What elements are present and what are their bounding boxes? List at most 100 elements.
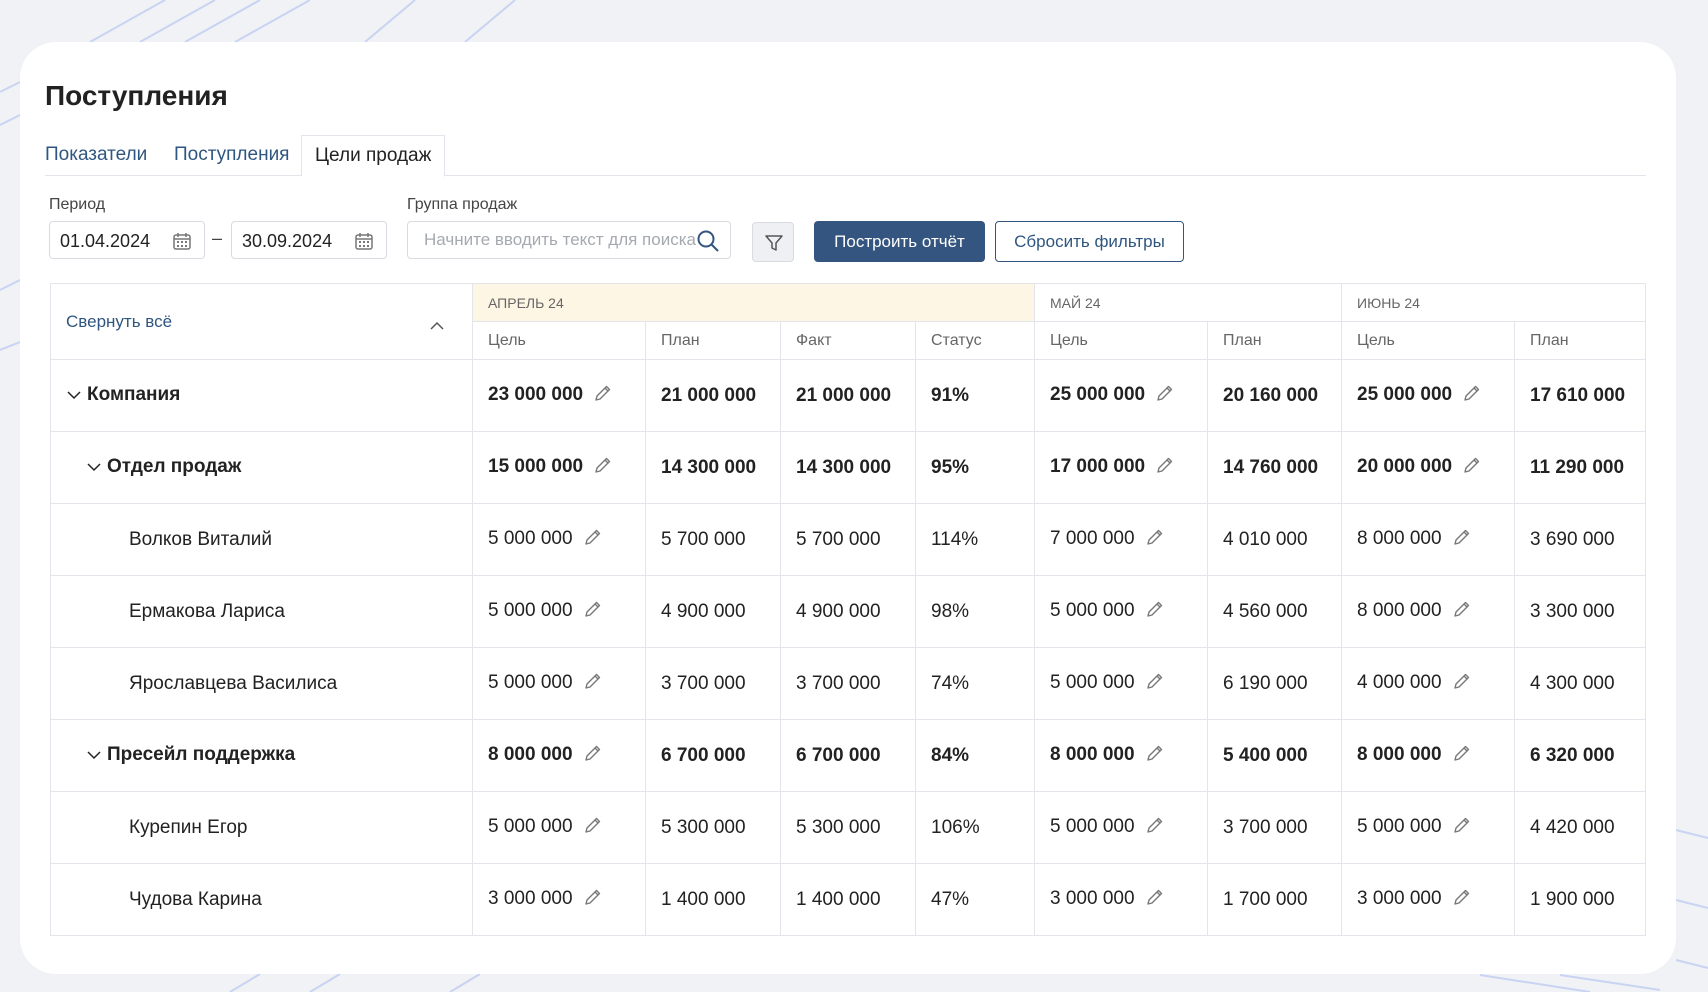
cell-value: 3 000 000 <box>1050 887 1135 909</box>
cell-value: 7 000 000 <box>1050 527 1135 549</box>
pencil-icon[interactable] <box>1145 743 1165 769</box>
pencil-icon[interactable] <box>583 671 603 697</box>
chevron-down-icon[interactable] <box>87 744 107 766</box>
cell-value: 1 400 000 <box>796 888 881 910</box>
reset-filters-button[interactable]: Сбросить фильтры <box>995 221 1184 262</box>
cell-value: 17 000 000 <box>1050 455 1146 477</box>
sales-group-search-input[interactable] <box>424 222 704 258</box>
cell-value: 5 000 000 <box>1357 815 1442 837</box>
pencil-icon[interactable] <box>1452 743 1472 769</box>
calendar-icon[interactable] <box>172 231 192 256</box>
month-header-april: Апрель 24 <box>472 283 1035 322</box>
cell-value: 5 000 000 <box>1050 815 1135 837</box>
cell-value: 3 690 000 <box>1530 528 1615 550</box>
status-cell: 114% <box>915 503 1035 576</box>
value-cell: 3 000 000 <box>472 863 646 936</box>
row-name: Пресейл поддержка <box>107 744 296 766</box>
pencil-icon[interactable] <box>1145 887 1165 913</box>
cell-value: 1 700 000 <box>1223 888 1308 910</box>
collapse-all-cell: Свернуть всё <box>50 283 473 360</box>
cell-value: 21 000 000 <box>661 384 757 406</box>
value-cell: 23 000 000 <box>472 359 646 432</box>
status-cell: 47% <box>915 863 1035 936</box>
tab-receipts[interactable]: Поступления <box>174 144 290 165</box>
collapse-all-link[interactable]: Свернуть всё <box>66 311 173 331</box>
cell-value: 5 000 000 <box>488 671 573 693</box>
date-from-field[interactable]: 01.04.2024 <box>49 221 205 259</box>
pencil-icon[interactable] <box>1452 527 1472 553</box>
cell-value: 14 760 000 <box>1223 456 1319 478</box>
pencil-icon[interactable] <box>1145 527 1165 553</box>
value-cell: 1 400 000 <box>645 863 781 936</box>
pencil-icon[interactable] <box>583 527 603 553</box>
date-to-field[interactable]: 30.09.2024 <box>231 221 387 259</box>
chevron-down-icon[interactable] <box>87 456 107 478</box>
cell-value: 14 300 000 <box>661 456 757 478</box>
pencil-icon[interactable] <box>593 455 613 481</box>
cell-value: 5 300 000 <box>796 816 881 838</box>
row-name-cell: Курепин Егор <box>50 791 473 864</box>
table-row: Волков Виталий 5 000 000 5 700 000 5 700 00… <box>50 503 1646 576</box>
month-header-may: Май 24 <box>1034 283 1342 322</box>
status-value: 91% <box>931 384 970 406</box>
row-name: Компания <box>87 384 181 406</box>
pencil-icon[interactable] <box>1462 383 1482 409</box>
pencil-icon[interactable] <box>1155 383 1175 409</box>
status-value: 84% <box>931 744 970 766</box>
pencil-icon[interactable] <box>593 383 613 409</box>
cell-value: 20 000 000 <box>1357 455 1453 477</box>
pencil-icon[interactable] <box>1452 599 1472 625</box>
value-cell: 14 760 000 <box>1207 431 1342 504</box>
status-value: 114% <box>931 528 979 550</box>
value-cell: 5 000 000 <box>472 503 646 576</box>
tab-bar: Показатели Поступления Цели продаж <box>45 135 1646 177</box>
pencil-icon[interactable] <box>583 815 603 841</box>
pencil-icon[interactable] <box>1145 815 1165 841</box>
tab-indicators[interactable]: Показатели <box>45 144 148 165</box>
value-cell: 5 000 000 <box>472 575 646 648</box>
cell-value: 4 010 000 <box>1223 528 1308 550</box>
value-cell: 8 000 000 <box>1034 719 1208 792</box>
value-cell: 8 000 000 <box>1341 575 1515 648</box>
filter-button[interactable] <box>752 222 794 262</box>
calendar-icon[interactable] <box>354 231 374 256</box>
table-row: Ермакова Лариса 5 000 000 4 900 000 4 900 0… <box>50 575 1646 648</box>
column-header-goal: Цель <box>1341 321 1515 360</box>
value-cell: 7 000 000 <box>1034 503 1208 576</box>
cell-value: 6 320 000 <box>1530 744 1615 766</box>
sales-goals-table: Свернуть всё Апрель 24 Май 24 Июнь 24 Це… <box>50 283 1646 936</box>
cell-value: 4 900 000 <box>661 600 746 622</box>
chevron-down-icon[interactable] <box>67 384 87 406</box>
pencil-icon[interactable] <box>1452 887 1472 913</box>
sales-group-search-field[interactable] <box>407 221 731 259</box>
pencil-icon[interactable] <box>583 599 603 625</box>
pencil-icon[interactable] <box>1452 671 1472 697</box>
date-from-value: 01.04.2024 <box>60 231 151 251</box>
pencil-icon[interactable] <box>1155 455 1175 481</box>
pencil-icon[interactable] <box>1145 599 1165 625</box>
pencil-icon[interactable] <box>1452 815 1472 841</box>
value-cell: 8 000 000 <box>1341 503 1515 576</box>
value-cell: 8 000 000 <box>1341 719 1515 792</box>
pencil-icon[interactable] <box>1462 455 1482 481</box>
pencil-icon[interactable] <box>583 887 603 913</box>
value-cell: 4 300 000 <box>1514 647 1646 720</box>
cell-value: 25 000 000 <box>1357 383 1453 405</box>
cell-value: 4 900 000 <box>796 600 881 622</box>
value-cell: 15 000 000 <box>472 431 646 504</box>
chevron-up-icon[interactable] <box>430 318 444 336</box>
table-row: Курепин Егор 5 000 000 5 300 000 5 300 000 1… <box>50 791 1646 864</box>
cell-value: 5 000 000 <box>1050 599 1135 621</box>
status-value: 95% <box>931 456 970 478</box>
build-report-button[interactable]: Построить отчёт <box>814 221 985 262</box>
value-cell: 4 010 000 <box>1207 503 1342 576</box>
search-icon[interactable] <box>696 229 720 258</box>
value-cell: 4 900 000 <box>645 575 781 648</box>
tab-sales-goals[interactable]: Цели продаж <box>301 135 446 177</box>
column-header-plan: План <box>645 321 781 360</box>
value-cell: 5 700 000 <box>780 503 916 576</box>
value-cell: 8 000 000 <box>472 719 646 792</box>
pencil-icon[interactable] <box>1145 671 1165 697</box>
pencil-icon[interactable] <box>583 743 603 769</box>
